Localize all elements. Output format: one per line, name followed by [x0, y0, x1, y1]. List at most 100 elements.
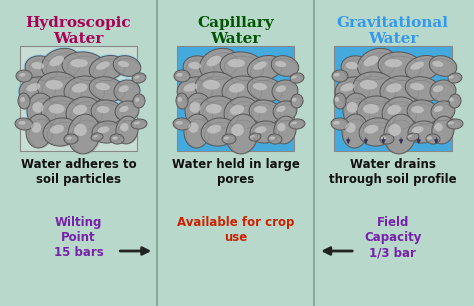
Ellipse shape: [411, 106, 424, 113]
Ellipse shape: [50, 125, 64, 134]
FancyBboxPatch shape: [20, 46, 137, 151]
Ellipse shape: [40, 47, 82, 81]
Ellipse shape: [183, 56, 215, 80]
Ellipse shape: [268, 134, 282, 144]
Ellipse shape: [49, 56, 64, 66]
Ellipse shape: [378, 52, 422, 80]
Ellipse shape: [226, 114, 258, 154]
Ellipse shape: [41, 96, 81, 128]
Ellipse shape: [110, 134, 124, 144]
Ellipse shape: [412, 126, 424, 133]
Ellipse shape: [407, 100, 439, 124]
Ellipse shape: [120, 123, 128, 131]
Ellipse shape: [231, 124, 244, 136]
Ellipse shape: [353, 72, 397, 104]
Ellipse shape: [448, 73, 462, 83]
Ellipse shape: [365, 125, 378, 134]
Ellipse shape: [112, 78, 141, 103]
Ellipse shape: [89, 99, 124, 125]
Text: Capillary
Water: Capillary Water: [197, 16, 274, 46]
Ellipse shape: [26, 83, 40, 91]
Ellipse shape: [405, 55, 441, 80]
Ellipse shape: [134, 121, 140, 125]
Ellipse shape: [190, 102, 201, 113]
Ellipse shape: [253, 62, 267, 70]
Ellipse shape: [250, 135, 255, 137]
Ellipse shape: [66, 97, 102, 129]
Ellipse shape: [89, 77, 125, 101]
Ellipse shape: [277, 123, 286, 131]
Ellipse shape: [360, 80, 377, 90]
Ellipse shape: [432, 116, 454, 144]
Ellipse shape: [92, 121, 122, 143]
Ellipse shape: [93, 135, 98, 137]
Ellipse shape: [184, 114, 210, 148]
Ellipse shape: [31, 62, 44, 69]
Ellipse shape: [359, 118, 395, 146]
Ellipse shape: [272, 80, 298, 102]
Text: Available for crop
use: Available for crop use: [177, 216, 294, 244]
Ellipse shape: [64, 134, 78, 144]
Ellipse shape: [331, 118, 349, 130]
Ellipse shape: [250, 121, 280, 143]
Ellipse shape: [274, 116, 296, 144]
Ellipse shape: [333, 121, 340, 125]
Ellipse shape: [96, 62, 109, 70]
Ellipse shape: [87, 54, 126, 82]
Ellipse shape: [431, 101, 455, 121]
Ellipse shape: [333, 73, 340, 76]
Ellipse shape: [449, 98, 454, 102]
Ellipse shape: [68, 114, 100, 154]
Ellipse shape: [134, 75, 139, 79]
Ellipse shape: [98, 126, 109, 133]
Ellipse shape: [410, 83, 424, 90]
Ellipse shape: [26, 114, 52, 148]
Ellipse shape: [97, 106, 109, 113]
Ellipse shape: [382, 97, 418, 129]
Ellipse shape: [43, 118, 79, 146]
Ellipse shape: [91, 100, 123, 124]
Ellipse shape: [448, 121, 454, 125]
Ellipse shape: [133, 94, 145, 108]
Ellipse shape: [292, 98, 297, 102]
Ellipse shape: [405, 77, 441, 101]
Ellipse shape: [332, 70, 348, 82]
Ellipse shape: [32, 102, 44, 113]
Ellipse shape: [222, 134, 236, 144]
Ellipse shape: [228, 59, 245, 67]
Ellipse shape: [206, 56, 221, 66]
Ellipse shape: [448, 75, 454, 79]
Ellipse shape: [380, 134, 394, 144]
Text: Hydroscopic
Water: Hydroscopic Water: [26, 16, 131, 46]
Ellipse shape: [222, 76, 262, 106]
Ellipse shape: [114, 80, 140, 102]
Ellipse shape: [18, 75, 56, 105]
Ellipse shape: [289, 119, 305, 129]
Ellipse shape: [253, 83, 267, 90]
Ellipse shape: [447, 119, 463, 129]
Ellipse shape: [173, 118, 191, 130]
Ellipse shape: [132, 73, 146, 83]
Ellipse shape: [174, 70, 190, 82]
Ellipse shape: [276, 106, 286, 112]
Ellipse shape: [24, 54, 58, 82]
Ellipse shape: [346, 62, 358, 69]
Text: Water drains
through soil profile: Water drains through soil profile: [329, 158, 456, 186]
Ellipse shape: [346, 102, 358, 113]
Ellipse shape: [87, 75, 126, 103]
Ellipse shape: [16, 70, 32, 82]
Ellipse shape: [291, 121, 297, 125]
Ellipse shape: [64, 76, 104, 106]
Ellipse shape: [342, 114, 368, 148]
Ellipse shape: [249, 133, 261, 141]
Ellipse shape: [64, 95, 103, 131]
Ellipse shape: [195, 72, 239, 104]
Ellipse shape: [434, 106, 443, 112]
Ellipse shape: [433, 85, 443, 92]
Ellipse shape: [72, 83, 87, 93]
Ellipse shape: [207, 125, 221, 134]
Ellipse shape: [430, 80, 456, 102]
Ellipse shape: [426, 134, 440, 144]
Ellipse shape: [25, 91, 56, 130]
Ellipse shape: [335, 97, 339, 102]
